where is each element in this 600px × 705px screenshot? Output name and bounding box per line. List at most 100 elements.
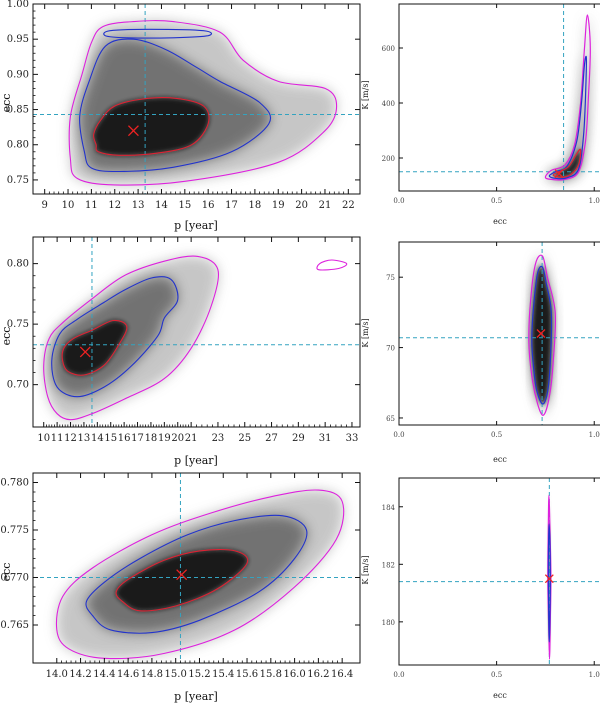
contour-middle	[51, 276, 179, 398]
plot-area	[399, 242, 600, 425]
x-tick-label: 13	[78, 433, 91, 444]
axes-frame	[398, 3, 600, 192]
panel-middle-right: ecc K [m/s] 0.0 0.5 1.0 65 70 75	[361, 241, 600, 464]
plot-area	[399, 478, 600, 665]
x-tick-label: 25	[238, 433, 251, 444]
x-tick-label: 14.2	[69, 669, 91, 680]
ylabel: ecc	[0, 563, 13, 582]
ylabel: K [m/s]	[361, 318, 370, 347]
x-tick-label: 9	[41, 200, 47, 211]
x-tick-label: 12	[108, 200, 121, 211]
contour-tail	[316, 259, 348, 271]
best-fit-marker	[176, 569, 188, 581]
contour-middle	[85, 514, 308, 634]
best-fit-marker	[127, 125, 139, 137]
x-tick-label: 33	[346, 433, 359, 444]
plot-area	[33, 237, 360, 427]
y-tick-label: 180	[382, 619, 395, 627]
density-core	[116, 549, 248, 611]
x-tick-label: 0.0	[393, 197, 404, 205]
x-tick-label: 16.0	[283, 669, 305, 680]
xlabel: p [year]	[174, 454, 218, 467]
best-fit-marker	[554, 169, 564, 179]
x-tick-label: 0.0	[393, 431, 404, 439]
plot-area	[33, 473, 360, 663]
x-tick-label: 20	[295, 200, 308, 211]
y-tick-label: 0.70	[7, 380, 29, 391]
x-tick-label: 15.0	[165, 669, 187, 680]
plot-area	[399, 4, 600, 191]
x-tick-label: 0.0	[393, 671, 404, 679]
x-tick-label: 21	[319, 200, 332, 211]
xlabel: p [year]	[174, 690, 218, 703]
x-tick-label: 29	[292, 433, 305, 444]
x-tick-label: 15	[178, 200, 191, 211]
contour-inner	[92, 97, 210, 156]
x-tick-label: 18	[145, 433, 158, 444]
xlabel: ecc	[493, 217, 507, 226]
contour-outer	[68, 20, 338, 186]
contour-middle	[79, 38, 272, 173]
x-tick-label: 19	[158, 433, 171, 444]
x-tick-label: 16	[202, 200, 215, 211]
x-tick-label: 19	[272, 200, 285, 211]
best-fit-marker	[536, 329, 546, 338]
xlabel: p [year]	[174, 219, 218, 232]
y-tick-label: 0.765	[0, 620, 29, 631]
x-tick-label: 13	[132, 200, 145, 211]
x-tick-label: 21	[185, 433, 198, 444]
x-tick-label: 22	[342, 200, 355, 211]
y-tick-label: 0.80	[7, 140, 29, 151]
x-tick-label: 0.5	[491, 671, 502, 679]
x-tick-label: 12	[64, 433, 77, 444]
x-tick-label: 10	[37, 433, 50, 444]
contour-top-band	[103, 28, 213, 39]
y-tick-label: 0.85	[7, 105, 29, 116]
density-mid	[549, 56, 587, 179]
best-fit-marker	[79, 346, 91, 358]
y-tick-label: 1.00	[7, 0, 29, 10]
plot-area	[33, 4, 360, 194]
y-tick-label: 200	[382, 155, 395, 163]
x-tick-label: 27	[265, 433, 278, 444]
x-tick-label: 1.0	[589, 197, 600, 205]
x-tick-label: 15.6	[236, 669, 258, 680]
y-tick-label: 70	[386, 345, 395, 353]
y-tick-label: 0.95	[7, 34, 29, 45]
x-tick-label: 20	[171, 433, 184, 444]
y-tick-label: 0.780	[0, 478, 29, 489]
panel-bottom-left: p [year] ecc 14.0 14.2 14.4 14.6 14.8 15.0 15.…	[0, 472, 361, 703]
xlabel: ecc	[493, 455, 507, 464]
ylabel: K [m/s]	[361, 80, 370, 109]
contour-middle	[548, 55, 588, 180]
x-tick-label: 14.6	[117, 669, 139, 680]
x-tick-label: 0.5	[491, 431, 502, 439]
x-tick-label: 14.8	[141, 669, 163, 680]
x-tick-label: 17	[131, 433, 144, 444]
y-tick-label: 0.75	[7, 319, 29, 330]
axes-frame	[32, 3, 361, 195]
axes-frame	[398, 241, 600, 426]
x-tick-label: 15.8	[260, 669, 282, 680]
x-tick-label: 14.0	[46, 669, 68, 680]
x-tick-label: 1.0	[589, 671, 600, 679]
y-tick-label: 75	[386, 274, 395, 282]
density-core	[62, 320, 127, 376]
panel-bottom-right: ecc K [m/s] 0.0 0.5 1.0 180 182 184	[361, 477, 600, 700]
y-tick-label: 0.90	[7, 69, 29, 80]
y-tick-label: 400	[382, 100, 395, 108]
xlabel: ecc	[493, 691, 507, 700]
panel-top-right: ecc K [m/s] 0.0 0.5 1.0 200 400 600	[361, 3, 600, 226]
ylabel: ecc	[0, 327, 13, 346]
y-tick-label: 65	[386, 415, 395, 423]
x-tick-label: 15.2	[188, 669, 210, 680]
contour-inner	[61, 319, 128, 376]
axes-frame	[398, 477, 600, 666]
x-tick-label: 10	[62, 200, 75, 211]
x-tick-label: 0.5	[491, 197, 502, 205]
density-core	[93, 97, 210, 156]
contour-inner	[115, 548, 249, 612]
panel-middle-left: p [year] ecc 10 11 12 13 14 15 16 17 18 19 20 21 23 2…	[0, 236, 361, 467]
x-tick-label: 17	[225, 200, 238, 211]
